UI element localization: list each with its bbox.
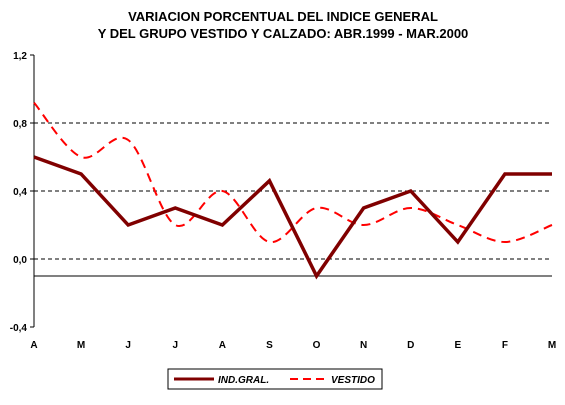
x-tick-label: O bbox=[313, 340, 321, 351]
y-tick-label: 0,8 bbox=[13, 119, 27, 130]
y-tick-label: -0,4 bbox=[10, 323, 28, 334]
series-line-ind-gral bbox=[33, 155, 552, 280]
x-tick-label: A bbox=[30, 340, 37, 351]
legend-label-ind-gral: IND.GRAL. bbox=[218, 375, 269, 386]
chart-subtitle: Y DEL GRUPO VESTIDO Y CALZADO: ABR.1999 … bbox=[98, 26, 469, 41]
x-tick-label: J bbox=[172, 340, 178, 351]
plot-area: 1,20,80,40,0-0,4A M J J A S O N D E F M bbox=[10, 51, 556, 351]
legend-box bbox=[167, 368, 383, 390]
legend: IND.GRAL. VESTIDO bbox=[167, 368, 383, 390]
x-tick-label: E bbox=[454, 340, 461, 351]
legend-label-vestido: VESTIDO bbox=[331, 375, 375, 386]
x-tick-label: S bbox=[266, 340, 273, 351]
x-tick-label: M bbox=[548, 340, 556, 351]
x-tick-label: M bbox=[77, 340, 85, 351]
x-tick-label: N bbox=[360, 340, 367, 351]
y-tick-label: 1,2 bbox=[13, 51, 27, 62]
x-tick-label: D bbox=[407, 340, 414, 351]
x-tick-label: F bbox=[502, 340, 508, 351]
y-tick-label: 0,4 bbox=[13, 187, 27, 198]
chart-title: VARIACION PORCENTUAL DEL INDICE GENERAL bbox=[128, 9, 438, 24]
x-tick-label: A bbox=[219, 340, 226, 351]
y-tick-label: 0,0 bbox=[13, 255, 27, 266]
x-tick-label: J bbox=[125, 340, 131, 351]
